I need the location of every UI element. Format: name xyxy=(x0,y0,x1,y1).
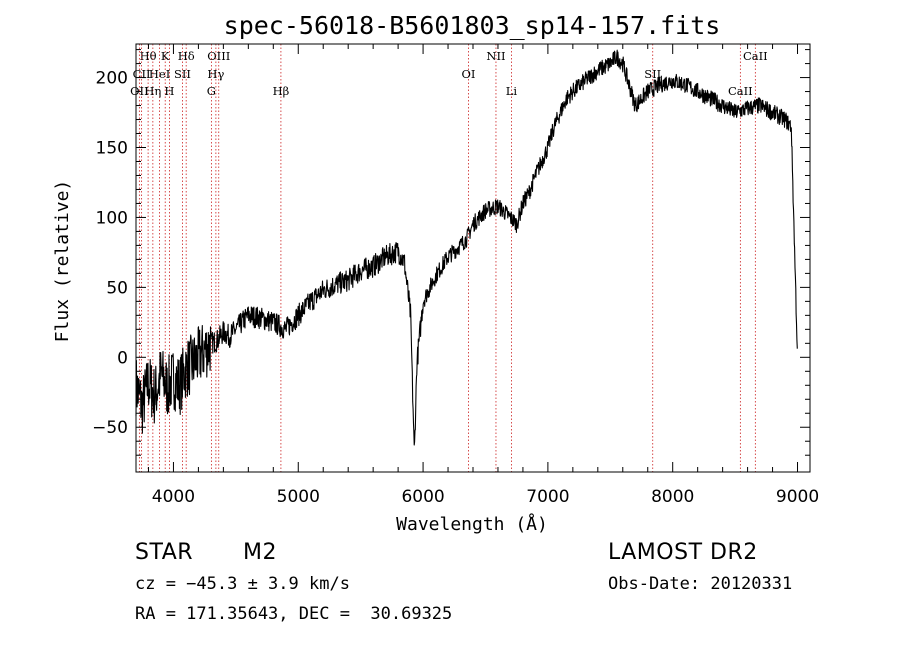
y-tick-label: 200 xyxy=(96,69,128,89)
line-marker-label: SII xyxy=(174,67,191,81)
line-marker-label: CaII xyxy=(743,49,768,63)
line-marker-label: K xyxy=(161,49,170,63)
y-tick-label: 0 xyxy=(117,348,128,368)
spectrum-line xyxy=(135,49,798,446)
redshift-velocity: cz = −45.3 ± 3.9 km/s xyxy=(135,574,350,594)
line-marker-label: G xyxy=(207,84,216,98)
x-tick-label: 6000 xyxy=(401,487,444,507)
x-axis: 4000 5000 6000 7000 8000 9000 xyxy=(147,44,819,507)
line-marker-label: OI xyxy=(462,67,476,81)
object-subclass: M2 xyxy=(243,540,277,565)
line-marker-label: CII xyxy=(133,67,151,81)
chart-title: spec-56018-B5601803_sp14-157.fits xyxy=(224,11,721,40)
y-axis: −50 0 50 100 150 200 xyxy=(92,49,810,456)
x-tick-label: 8000 xyxy=(651,487,694,507)
line-marker-label: Li xyxy=(506,84,518,98)
line-marker-label: Hγ xyxy=(207,67,224,81)
line-marker-label: Hθ xyxy=(140,49,157,63)
x-axis-label: Wavelength (Å) xyxy=(396,513,548,535)
x-tick-label: 7000 xyxy=(526,487,569,507)
y-tick-label: 100 xyxy=(96,208,128,228)
y-tick-label: −50 xyxy=(92,418,128,438)
line-marker-label: HeI xyxy=(149,67,170,81)
x-tick-label: 5000 xyxy=(277,487,320,507)
line-marker-label: Hδ xyxy=(178,49,195,63)
object-class: STAR xyxy=(135,540,194,565)
survey-name: LAMOST DR2 xyxy=(608,540,758,565)
line-marker-label: OIII xyxy=(207,49,230,63)
line-marker-label: Hβ xyxy=(273,84,290,98)
sky-coordinates: RA = 171.35643, DEC = 30.69325 xyxy=(135,604,453,624)
line-marker-label: CaII xyxy=(728,84,753,98)
plot-frame xyxy=(135,43,811,473)
line-marker-label: NII xyxy=(486,49,505,63)
x-tick-label: 9000 xyxy=(776,487,819,507)
observation-date: Obs-Date: 20120331 xyxy=(608,574,793,594)
line-marker-label: H xyxy=(164,84,174,98)
y-tick-label: 50 xyxy=(106,278,128,298)
line-marker-label: Hη xyxy=(144,84,161,98)
y-axis-label: Flux (relative) xyxy=(52,180,73,343)
line-marker-label: OII xyxy=(130,84,149,98)
line-marker-label: SII xyxy=(644,67,661,81)
y-tick-label: 150 xyxy=(96,139,128,159)
x-tick-label: 4000 xyxy=(152,487,195,507)
